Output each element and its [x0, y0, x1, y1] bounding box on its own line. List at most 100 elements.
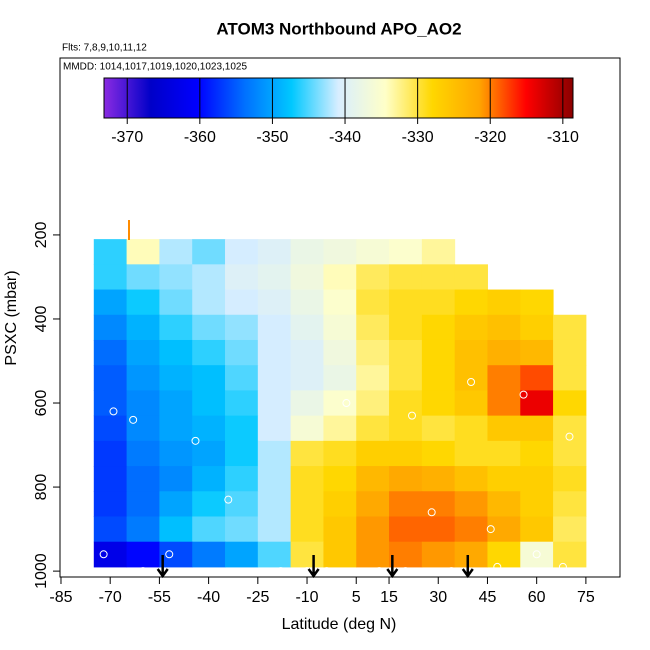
cell: [553, 314, 587, 341]
y-tick-label: 400: [33, 306, 50, 333]
cell: [225, 516, 259, 543]
cell: [290, 264, 324, 291]
cell: [290, 466, 324, 492]
cell: [126, 415, 160, 442]
sample-point: [447, 567, 456, 576]
cell: [356, 541, 390, 568]
cell: [356, 289, 390, 316]
cell: [192, 289, 226, 316]
cell: [421, 491, 456, 517]
cell: [126, 314, 160, 341]
cell: [257, 339, 292, 366]
y-tick-label: 200: [33, 221, 50, 248]
cell: [93, 440, 128, 467]
x-axis-label: Latitude (deg N): [282, 616, 397, 633]
cell: [126, 541, 160, 568]
cell: [192, 314, 226, 341]
cell: [487, 289, 521, 316]
cell: [520, 289, 554, 316]
annotation: MMDD: 1014,1017,1019,1020,1023,1025: [63, 62, 247, 73]
cell: [487, 365, 521, 391]
cell: [454, 516, 488, 543]
y-axis-label: PSXC (mbar): [3, 270, 20, 365]
cell: [356, 415, 390, 442]
colorbar-tick-label: -370: [111, 129, 143, 146]
cell: [356, 365, 390, 391]
cell: [126, 491, 160, 517]
cell: [257, 264, 292, 291]
cell: [257, 314, 292, 341]
x-tick-label: -85: [49, 589, 72, 606]
cell: [225, 541, 259, 568]
x-tick-label: -55: [148, 589, 171, 606]
cell: [421, 415, 456, 442]
x-tick-label: 75: [577, 589, 595, 606]
cell: [290, 415, 324, 442]
cell: [389, 390, 423, 417]
cell: [553, 491, 587, 517]
colorbar-tick-label: -360: [184, 129, 216, 146]
x-tick-label: 60: [528, 589, 546, 606]
cell: [323, 491, 357, 517]
x-tick-label: -25: [246, 589, 269, 606]
cell: [192, 339, 226, 366]
cell: [421, 264, 456, 291]
cell: [421, 440, 456, 467]
sample-point: [165, 550, 174, 559]
cell: [389, 289, 423, 316]
sample-point: [129, 415, 138, 424]
cell: [159, 390, 193, 417]
cell: [225, 466, 259, 492]
cell: [290, 339, 324, 366]
cell: [421, 541, 456, 568]
cell: [257, 440, 292, 467]
cell: [389, 365, 423, 391]
cell: [454, 491, 488, 517]
cell: [290, 440, 324, 467]
cell: [192, 390, 226, 417]
cell: [520, 365, 554, 391]
cell: [225, 491, 259, 517]
cell: [520, 390, 554, 417]
cell: [389, 516, 423, 543]
cell: [290, 390, 324, 417]
x-tick-label: 5: [352, 589, 361, 606]
cell: [159, 415, 193, 442]
cell: [389, 415, 423, 442]
cell: [93, 541, 128, 568]
cell: [192, 440, 226, 467]
cell: [389, 541, 423, 568]
cell: [421, 289, 456, 316]
cell: [126, 365, 160, 391]
cell: [323, 264, 357, 291]
cell: [192, 415, 226, 442]
cell: [356, 440, 390, 467]
cell: [356, 339, 390, 366]
cell: [454, 264, 488, 291]
cell: [192, 491, 226, 517]
cell: [126, 289, 160, 316]
cell: [323, 440, 357, 467]
cell: [454, 289, 488, 316]
sample-point: [493, 562, 502, 571]
arrow: [156, 555, 169, 579]
colorbar-tick-label: -330: [402, 129, 434, 146]
cell: [487, 390, 521, 417]
cell: [225, 390, 259, 417]
cell: [520, 415, 554, 442]
heatmap: [93, 239, 587, 576]
cell: [126, 239, 160, 265]
x-tick-label: -40: [197, 589, 220, 606]
x-tick-label: 15: [380, 589, 398, 606]
sample-point: [401, 567, 410, 576]
cell: [454, 314, 488, 341]
subtitle: Flts: 7,8,9,10,11,12: [62, 43, 147, 54]
cell: [323, 239, 357, 265]
sample-point: [322, 567, 331, 576]
cell: [487, 541, 521, 568]
cell: [192, 541, 226, 568]
plot-frame: [59, 57, 621, 578]
cell: [159, 491, 193, 517]
cell: [553, 339, 587, 366]
sample-point: [486, 525, 495, 534]
